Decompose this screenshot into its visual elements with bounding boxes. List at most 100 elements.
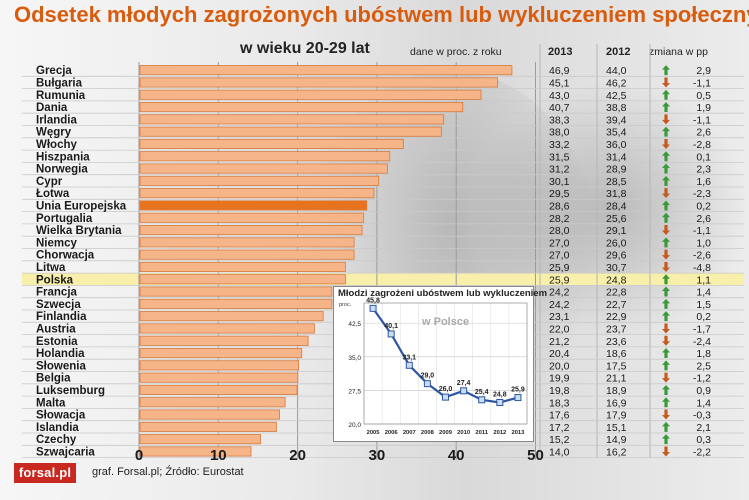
value-2013: 30,1 <box>549 176 570 188</box>
inset-point-marker <box>406 362 412 368</box>
bar <box>140 66 512 75</box>
value-2012: 18,6 <box>606 348 627 360</box>
inset-x-tick-label: 2009 <box>439 430 453 436</box>
bar <box>140 225 362 234</box>
inset-point-marker <box>497 399 503 405</box>
country-label: Holandia <box>36 348 85 360</box>
country-label: Polska <box>36 274 74 286</box>
change-value: 0,9 <box>696 385 711 397</box>
change-value: -2,3 <box>693 188 711 200</box>
bar <box>140 299 332 308</box>
value-2012: 42,5 <box>606 90 627 102</box>
bar <box>140 152 390 161</box>
change-value: 2,6 <box>696 127 711 139</box>
inset-y-unit: proc. <box>339 302 352 308</box>
change-value: -0,3 <box>693 410 711 422</box>
value-2012: 21,1 <box>606 373 627 385</box>
value-2012: 26,0 <box>606 237 627 249</box>
value-2012: 23,7 <box>606 323 627 335</box>
highlight-row-background <box>22 273 744 285</box>
country-label: Litwa <box>36 262 66 274</box>
arrow-up-icon <box>662 213 670 223</box>
change-value: 0,2 <box>696 311 711 323</box>
value-2012: 16,9 <box>606 397 627 409</box>
bar <box>140 78 498 87</box>
value-2013: 45,1 <box>549 77 570 89</box>
change-value: -4,8 <box>693 262 711 274</box>
bar <box>140 176 379 185</box>
inset-subtitle: w Polsce <box>422 316 469 328</box>
country-label: Dania <box>36 102 68 114</box>
inset-line-chart: Młodzi zagrożeni ubóstwem lub wykluczeni… <box>333 286 534 442</box>
value-2013: 25,9 <box>549 262 570 274</box>
bar <box>140 275 345 284</box>
arrow-down-icon <box>662 262 670 272</box>
x-tick-label: 20 <box>289 447 306 464</box>
arrow-down-icon <box>662 446 670 456</box>
arrow-up-icon <box>662 102 670 112</box>
country-label: Belgia <box>36 373 71 385</box>
value-2012: 18,9 <box>606 385 627 397</box>
arrow-up-icon <box>662 348 670 358</box>
country-label: Rumunia <box>36 90 86 102</box>
arrow-up-icon <box>662 299 670 309</box>
bar <box>140 262 345 271</box>
bar <box>140 324 314 333</box>
inset-x-tick-label: 2008 <box>421 430 435 436</box>
inset-data-label: 25,9 <box>511 387 525 394</box>
country-label: Włochy <box>36 139 77 151</box>
value-2013: 19,8 <box>549 385 570 397</box>
value-2013: 29,5 <box>549 188 570 200</box>
x-tick-label: 40 <box>448 447 465 464</box>
value-2013: 38,3 <box>549 114 570 126</box>
inset-data-label: 26,0 <box>439 386 453 393</box>
inset-data-label: 24,8 <box>493 391 507 398</box>
arrow-up-icon <box>662 311 670 321</box>
bar <box>140 435 261 444</box>
country-label: Chorwacja <box>36 250 95 262</box>
bar <box>140 115 444 124</box>
value-2012: 31,8 <box>606 188 627 200</box>
x-tick-label: 0 <box>135 447 143 464</box>
bar <box>140 422 276 431</box>
country-label: Austria <box>36 323 76 335</box>
value-2013: 18,3 <box>549 397 570 409</box>
change-value: -1,1 <box>693 77 711 89</box>
change-value: 2,6 <box>696 213 711 225</box>
value-2013: 25,9 <box>549 274 570 286</box>
value-2012: 24,8 <box>606 274 627 286</box>
value-2012: 39,4 <box>606 114 627 126</box>
value-2013: 14,0 <box>549 446 570 458</box>
arrow-down-icon <box>662 139 670 149</box>
arrow-up-icon <box>662 90 670 100</box>
bar <box>140 410 280 419</box>
bar <box>140 361 299 370</box>
bar <box>140 385 297 394</box>
bar <box>140 238 354 247</box>
value-2012: 30,7 <box>606 262 627 274</box>
country-label: Szwecja <box>36 299 81 311</box>
country-label: Finlandia <box>36 311 87 323</box>
change-value: 2,9 <box>696 65 711 77</box>
value-2012: 23,6 <box>606 336 627 348</box>
value-2012: 29,6 <box>606 250 627 262</box>
arrow-down-icon <box>662 250 670 260</box>
value-2013: 38,0 <box>549 127 570 139</box>
arrow-down-icon <box>662 410 670 420</box>
inset-x-tick-label: 2010 <box>457 430 470 436</box>
inset-point-marker <box>479 397 485 403</box>
value-2012: 17,5 <box>606 360 627 372</box>
value-2013: 46,9 <box>549 65 570 77</box>
bar <box>140 139 403 148</box>
arrow-down-icon <box>662 336 670 346</box>
arrow-up-icon <box>662 176 670 186</box>
value-2013: 40,7 <box>549 102 570 114</box>
country-label: Francja <box>36 287 78 299</box>
bar <box>140 398 285 407</box>
arrow-up-icon <box>662 127 670 137</box>
forsal-logo: forsal.pl <box>14 463 76 483</box>
country-label: Niemcy <box>36 237 78 249</box>
country-label: Islandia <box>36 422 79 434</box>
value-2013: 21,2 <box>549 336 570 348</box>
arrow-up-icon <box>662 164 670 174</box>
